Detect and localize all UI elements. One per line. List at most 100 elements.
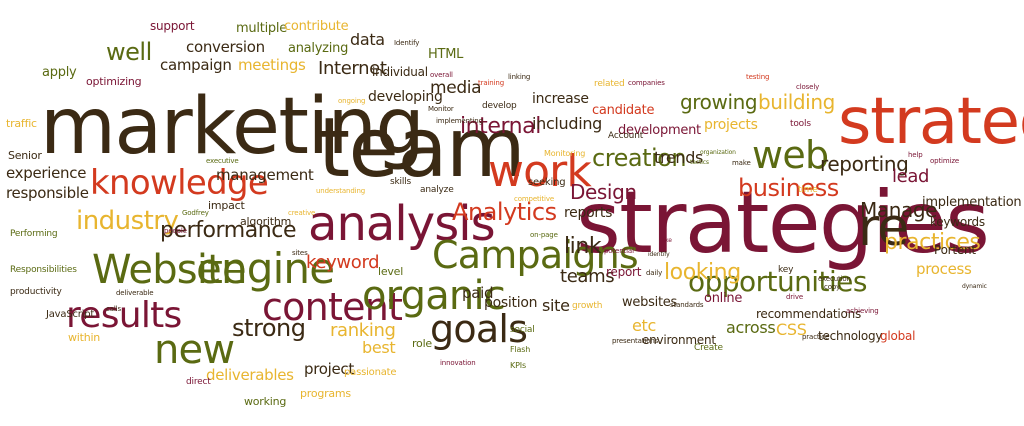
cloud-word: environment [642,333,716,347]
cloud-word: projects [704,117,758,133]
cloud-word: content [262,285,403,329]
cloud-word: media [430,78,482,98]
cloud-word: Performing [10,229,58,239]
cloud-word: practice [802,333,830,341]
cloud-word: seeking [528,177,566,188]
cloud-word: goals [430,307,528,351]
cloud-word: HTML [428,47,464,62]
cloud-word: passionate [344,367,397,378]
cloud-word: online [704,291,743,306]
cloud-word: Monitor [428,105,454,113]
cloud-word: technology [818,329,883,343]
cloud-word: reports [564,205,613,221]
cloud-word: keywords [930,215,985,229]
cloud-word: optimize [930,157,960,165]
cloud-word: apply [42,65,77,80]
cloud-word: like [662,237,672,244]
cloud-word: ongoing [338,97,366,105]
cloud-word: direct [186,377,211,387]
cloud-word: copy [824,283,841,291]
cloud-word: opportunities [688,265,867,298]
cloud-word: Create [694,343,723,353]
cloud-word: etc [632,316,656,335]
cloud-word: traffic [6,117,37,130]
cloud-word: work [488,146,592,197]
cloud-word: keyword [306,252,380,273]
cloud-word: knowledge [90,163,269,203]
cloud-word: optimizing [86,75,142,88]
cloud-word: help [908,151,923,159]
cloud-word: link [564,234,602,259]
cloud-word: Website [92,247,247,293]
cloud-word: reporting [820,152,909,176]
cloud-word: creation [592,144,687,172]
cloud-word: KPIs [510,361,526,370]
cloud-word: well [106,38,152,66]
cloud-word: Monitoring [544,149,586,158]
cloud-word: management [216,166,314,184]
cloud-word: development [618,123,701,138]
cloud-word: innovation [440,359,476,367]
cloud-word: looking [664,260,741,285]
cloud-word: re [858,198,909,258]
cloud-word: people [164,227,187,235]
cloud-word: building [758,90,835,114]
cloud-word: strong [232,314,306,342]
cloud-word: analysis [308,196,496,252]
cloud-word: trends [654,148,704,167]
cloud-word: conversion [186,38,265,56]
cloud-word: organization [700,149,736,156]
cloud-word: practices [884,230,981,255]
cloud-word: implementing [436,117,483,125]
cloud-word: deliverables [206,366,294,384]
cloud-word: business [738,174,839,202]
cloud-word: position [484,295,538,311]
cloud-word: calls [106,305,121,313]
cloud-word: Identify [394,39,420,47]
cloud-word: across [726,318,776,337]
cloud-word: increase [532,91,589,107]
cloud-word: lead [892,166,930,187]
cloud-word: role [412,337,432,350]
cloud-word: best [362,338,396,357]
cloud-word: Design [570,180,637,204]
cloud-word: potential [604,247,634,255]
cloud-word: strategy [838,85,1024,159]
cloud-word: standards [670,301,704,309]
cloud-word: companies [628,79,665,87]
cloud-word: overall [430,71,453,79]
cloud-word: sites [292,249,308,257]
cloud-word: understanding [316,187,366,195]
cloud-word: Flash [510,345,531,354]
cloud-word: make [732,159,751,167]
cloud-word: Internet [318,58,387,79]
cloud-word: experience [6,164,87,182]
cloud-word: Campaigns [432,233,639,277]
cloud-word: testing [746,73,770,81]
cloud-word: working [244,395,287,408]
cloud-word: Godfrey [182,209,209,217]
cloud-word: closely [796,83,820,91]
cloud-word: Portent [934,243,976,257]
cloud-word: productivity [10,287,62,297]
cloud-word: implementation [922,195,1022,210]
cloud-word: training [478,79,504,87]
cloud-word: develop [482,101,517,111]
cloud-word: performance [160,218,297,243]
cloud-word: daily [646,269,663,277]
cloud-word: teams [560,266,615,287]
cloud-word: competitive [514,195,554,203]
cloud-word: analyzing [288,41,349,56]
cloud-word: meetings [238,56,306,74]
cloud-word: global [880,329,916,343]
cloud-word: web [752,133,829,177]
cloud-word: within [68,331,101,344]
cloud-word: algorithm [240,215,292,228]
cloud-word: time [798,185,818,195]
cloud-word: responsible [6,184,89,202]
cloud-word: on-page [530,231,558,239]
cloud-word: internal [460,114,541,139]
cloud-word: contribute [284,19,349,34]
cloud-word: including [532,114,602,133]
cloud-word: support [150,19,195,33]
